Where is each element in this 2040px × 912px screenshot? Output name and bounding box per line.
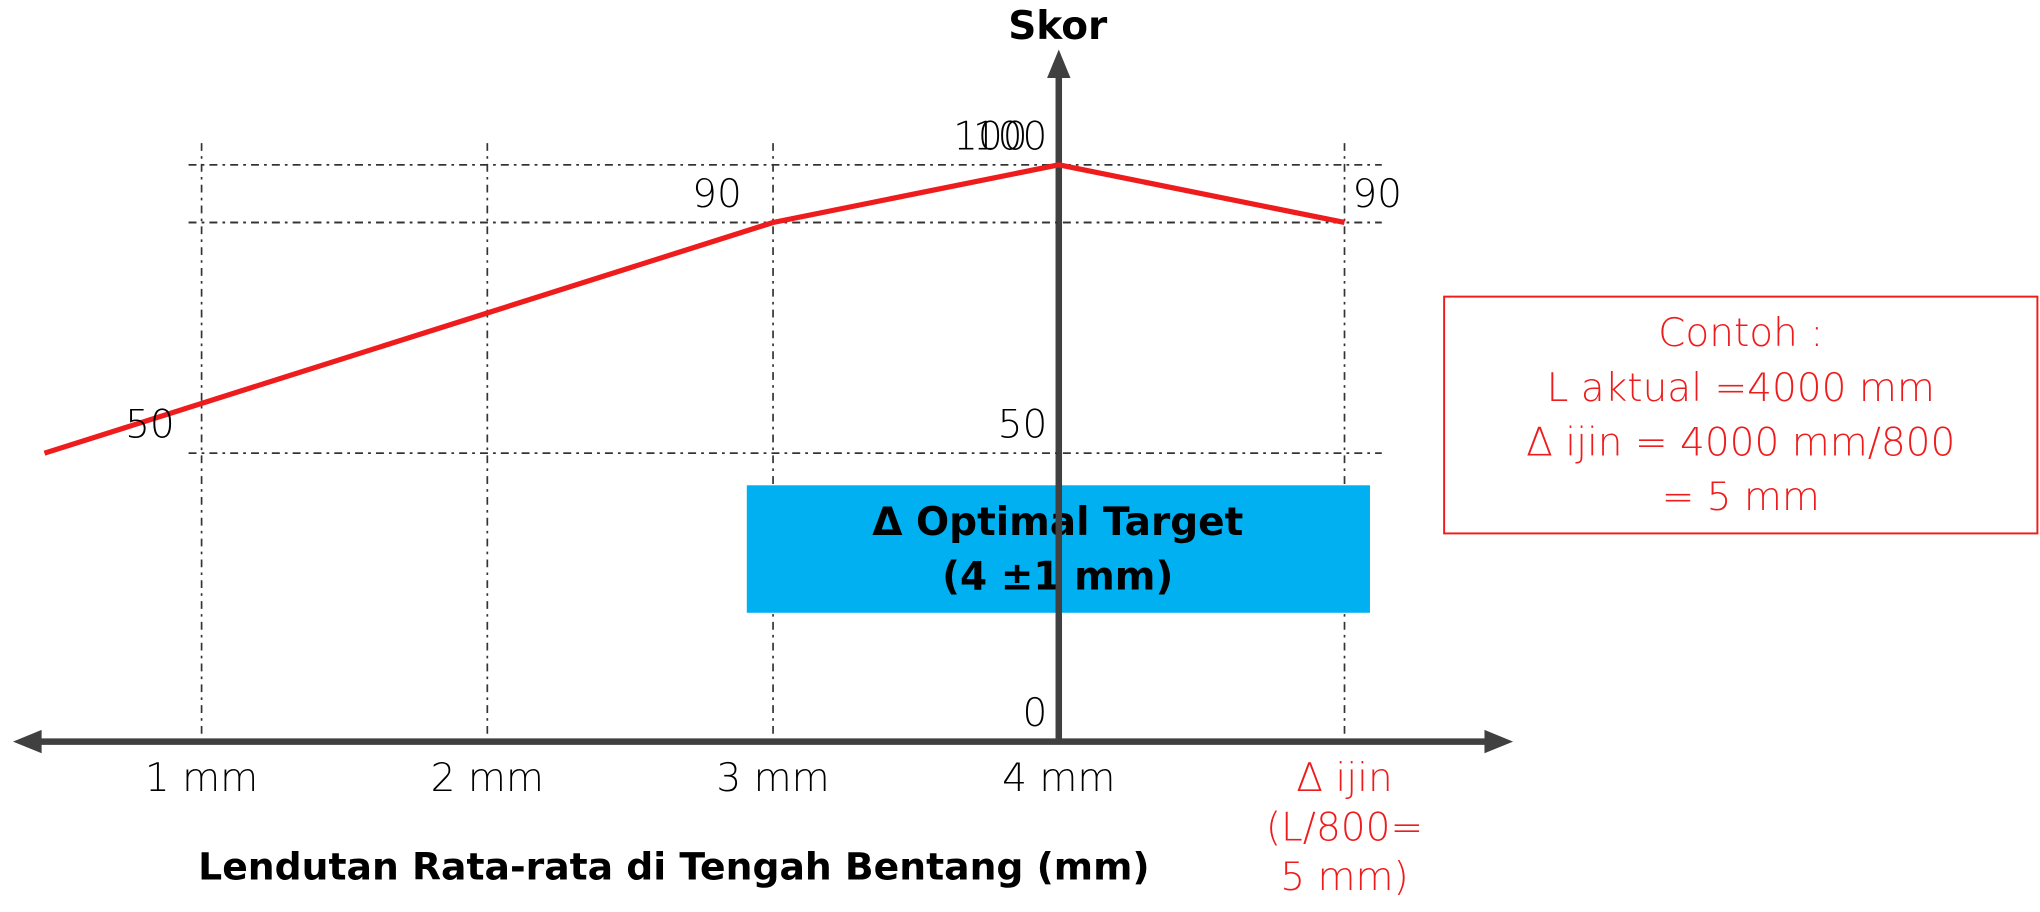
note-box (1443, 295, 2039, 535)
x-tick-label: 2 mm (430, 755, 544, 802)
y-tick-label: 0 (1022, 691, 1047, 736)
y-axis-arrow (1047, 49, 1071, 79)
data-line (43, 162, 1346, 456)
x-tick-label: 3 mm (716, 755, 830, 802)
y-tick-label: 100 (973, 114, 1047, 159)
x-axis-arrow (1484, 729, 1514, 754)
x-axis-title: Lendutan Rata-rata di Tengah Bentang (mm… (198, 845, 1149, 889)
data-label: 90 (692, 172, 742, 217)
x-tick-label: 4 mm (1002, 755, 1116, 802)
x-tick-label: Δ ijin (L/800= 5 mm) (1265, 755, 1424, 901)
note-text: Δ ijin = 4000 mm/800 (1526, 420, 1955, 465)
x-axis-arrow (13, 729, 42, 754)
x-tick-label: 1 mm (144, 755, 259, 802)
note-text: = 5 mm (1662, 475, 1820, 520)
note-text: Contoh : (1658, 311, 1823, 356)
data-label: 100 (953, 114, 1027, 159)
data-label: 50 (125, 403, 175, 448)
y-axis-title: Skor (1008, 4, 1108, 49)
data-label: 90 (1352, 172, 1402, 217)
y-tick-label: 50 (998, 403, 1048, 448)
note-text: L aktual =4000 mm (1547, 366, 1935, 411)
